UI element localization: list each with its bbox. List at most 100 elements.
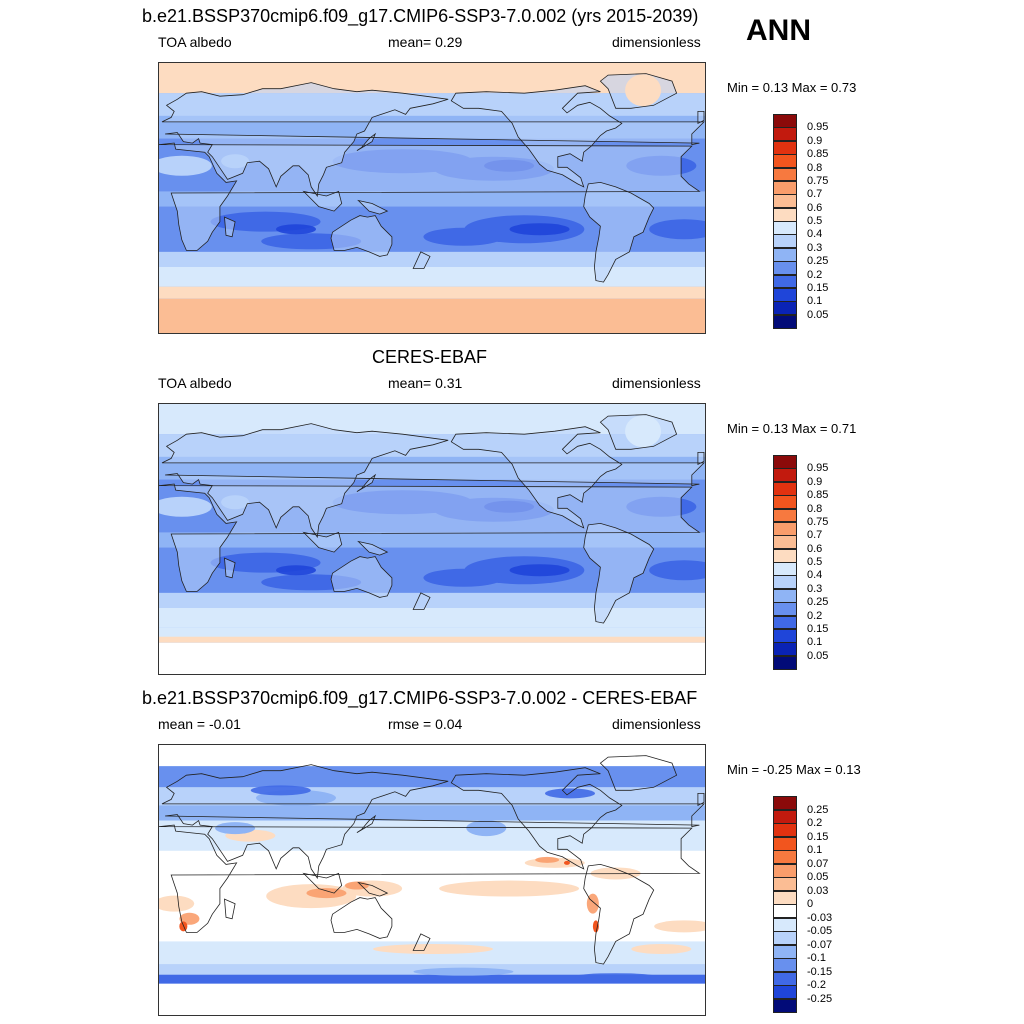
contour-region [276, 565, 316, 575]
colorbar-swatch [773, 796, 797, 810]
contour-band [159, 851, 706, 942]
contour-region [439, 881, 579, 897]
contour-band [159, 984, 706, 1016]
colorbar-tick-label: 0.2 [807, 269, 822, 281]
contour-region [625, 74, 661, 106]
colorbar-swatch [773, 221, 797, 235]
colorbar-tick-label: 0.9 [807, 476, 822, 488]
colorbar-swatch [773, 904, 797, 918]
contour-band [159, 745, 706, 766]
colorbar-tick-label: 0.75 [807, 175, 828, 187]
panel3-minmax: Min = -0.25 Max = 0.13 [727, 762, 861, 777]
colorbar-swatch [773, 127, 797, 141]
colorbar-swatch [773, 468, 797, 482]
panel1-minmax: Min = 0.13 Max = 0.73 [727, 80, 856, 95]
colorbar-tick-label: 0.1 [807, 636, 822, 648]
colorbar-tick-label: 0.6 [807, 202, 822, 214]
colorbar-swatch [773, 945, 797, 959]
colorbar-swatch [773, 208, 797, 222]
contour-region [423, 228, 503, 246]
colorbar-tick-label: 0.4 [807, 228, 822, 240]
contour-region [631, 944, 691, 954]
colorbar-tick-label: 0.15 [807, 623, 828, 635]
colorbar-tick-label: 0.05 [807, 309, 828, 321]
contour-region [510, 223, 570, 235]
contour-region [625, 415, 661, 447]
colorbar-swatch [773, 810, 797, 824]
colorbar-tick-label: 0.95 [807, 462, 828, 474]
panel2-map [158, 403, 706, 675]
colorbar-swatch [773, 575, 797, 589]
panel3-map-svg [159, 745, 706, 1016]
colorbar-swatch [773, 864, 797, 878]
colorbar-tick-label: 0.5 [807, 215, 822, 227]
colorbar-swatch [773, 154, 797, 168]
colorbar-tick-label: -0.25 [807, 993, 832, 1005]
colorbar-tick-label: 0.95 [807, 121, 828, 133]
colorbar-tick-label: -0.1 [807, 952, 826, 964]
colorbar-swatch [773, 931, 797, 945]
contour-region [564, 861, 570, 865]
colorbar-swatch [773, 549, 797, 563]
colorbar-swatch [773, 261, 797, 275]
contour-region [510, 564, 570, 576]
panel2-units-label: dimensionless [612, 375, 701, 391]
panel2-variable-label: TOA albedo [158, 375, 232, 391]
colorbar-swatch [773, 535, 797, 549]
contour-region [215, 822, 255, 834]
colorbar-swatch [773, 194, 797, 208]
panel1-variable-label: TOA albedo [158, 34, 232, 50]
colorbar-tick-label: 0.2 [807, 610, 822, 622]
colorbar-swatch [773, 823, 797, 837]
colorbar-swatch [773, 141, 797, 155]
colorbar-swatch [773, 248, 797, 262]
colorbar-tick-label: 0.5 [807, 556, 822, 568]
colorbar-swatch [773, 642, 797, 656]
colorbar-tick-label: 0.8 [807, 503, 822, 515]
colorbar-swatch [773, 877, 797, 891]
colorbar-tick-label: 0.85 [807, 148, 828, 160]
colorbar-tick-label: 0.15 [807, 831, 828, 843]
colorbar-tick-label: 0.3 [807, 583, 822, 595]
colorbar-swatch [773, 455, 797, 469]
colorbar-tick-label: -0.03 [807, 912, 832, 924]
contour-band [159, 267, 706, 287]
colorbar-swatch [773, 181, 797, 195]
colorbar-swatch [773, 234, 797, 248]
colorbar-tick-label: 0 [807, 898, 813, 910]
colorbar-tick-label: 0.7 [807, 529, 822, 541]
panel3-colorbar: 0.250.20.150.10.070.050.030-0.03-0.05-0.… [773, 796, 797, 1012]
colorbar-swatch [773, 958, 797, 972]
panel1-mean-label: mean= 0.29 [388, 34, 462, 50]
contour-band [159, 637, 706, 643]
colorbar-tick-label: 0.4 [807, 569, 822, 581]
contour-region [306, 888, 346, 898]
contour-region [276, 224, 316, 234]
colorbar-swatch [773, 850, 797, 864]
colorbar-tick-label: 0.25 [807, 596, 828, 608]
colorbar-tick-label: 0.15 [807, 282, 828, 294]
panel1-title: b.e21.BSSP370cmip6.f09_g17.CMIP6-SSP3-7.… [142, 6, 698, 27]
contour-region [423, 569, 503, 587]
colorbar-swatch [773, 315, 797, 329]
panel3-map [158, 744, 706, 1016]
colorbar-tick-label: 0.85 [807, 489, 828, 501]
panel2-mean-label: mean= 0.31 [388, 375, 462, 391]
contour-region [535, 857, 559, 863]
colorbar-tick-label: 0.75 [807, 516, 828, 528]
colorbar-swatch [773, 602, 797, 616]
colorbar-tick-label: 0.8 [807, 162, 822, 174]
colorbar-swatch [773, 589, 797, 603]
colorbar-swatch [773, 482, 797, 496]
panel3-mean-label: mean = -0.01 [158, 716, 241, 732]
colorbar-swatch [773, 656, 797, 670]
contour-region [466, 820, 506, 836]
season-label: ANN [746, 14, 811, 48]
colorbar-tick-label: 0.6 [807, 543, 822, 555]
colorbar-swatch [773, 114, 797, 128]
colorbar-swatch [773, 509, 797, 523]
colorbar-swatch [773, 999, 797, 1013]
panel2-colorbar: 0.950.90.850.80.750.70.60.50.40.30.250.2… [773, 455, 797, 669]
contour-band [159, 805, 706, 820]
colorbar-tick-label: 0.05 [807, 650, 828, 662]
